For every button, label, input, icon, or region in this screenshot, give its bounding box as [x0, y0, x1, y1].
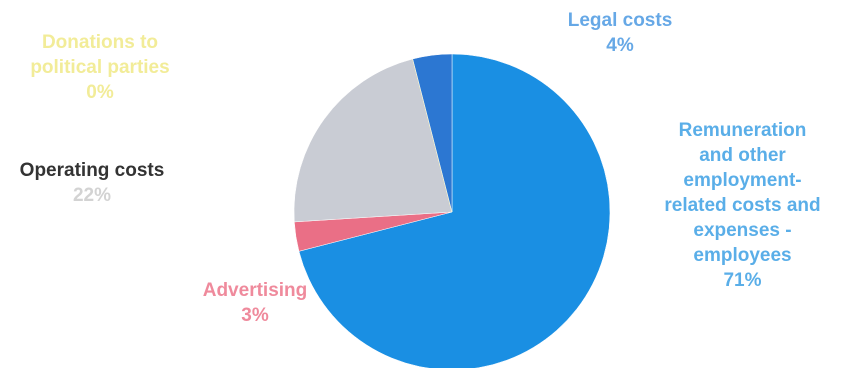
label-donations-value: 0%: [86, 82, 114, 103]
pie-slice-remuneration-and-other-employment-related-costs-and-expenses-employees: [298, 53, 611, 368]
label-legal-costs: Legal costs 4%: [540, 8, 700, 58]
pie-slice-legal-costs: [412, 53, 453, 213]
label-donations-line-2: political parties: [30, 57, 170, 78]
pie-slice-operating-costs: [293, 58, 453, 223]
label-remuneration-line-1: Remuneration: [678, 120, 807, 141]
label-operating-costs: Operating costs 22%: [2, 158, 182, 208]
label-remuneration-value: 71%: [723, 270, 762, 291]
label-remuneration-line-2: and other: [699, 145, 786, 166]
label-remuneration-line-6: employees: [693, 245, 792, 266]
label-remuneration-line-3: employment-: [683, 170, 802, 191]
label-operating-costs-name: Operating costs: [19, 160, 165, 181]
label-remuneration: Remuneration and other employment- relat…: [650, 118, 835, 293]
label-legal-costs-value: 4%: [606, 35, 634, 56]
label-legal-costs-name: Legal costs: [567, 10, 673, 31]
label-donations-line-1: Donations to: [41, 32, 159, 53]
label-operating-costs-value: 22%: [72, 185, 112, 206]
label-advertising-name: Advertising: [202, 280, 308, 301]
pie-slices: [293, 53, 611, 368]
label-remuneration-line-5: expenses -: [693, 220, 792, 241]
label-donations: Donations to political parties 0%: [0, 30, 200, 105]
label-remuneration-line-4: related costs and: [664, 195, 821, 216]
label-advertising-value: 3%: [241, 305, 269, 326]
label-advertising: Advertising 3%: [180, 278, 330, 328]
